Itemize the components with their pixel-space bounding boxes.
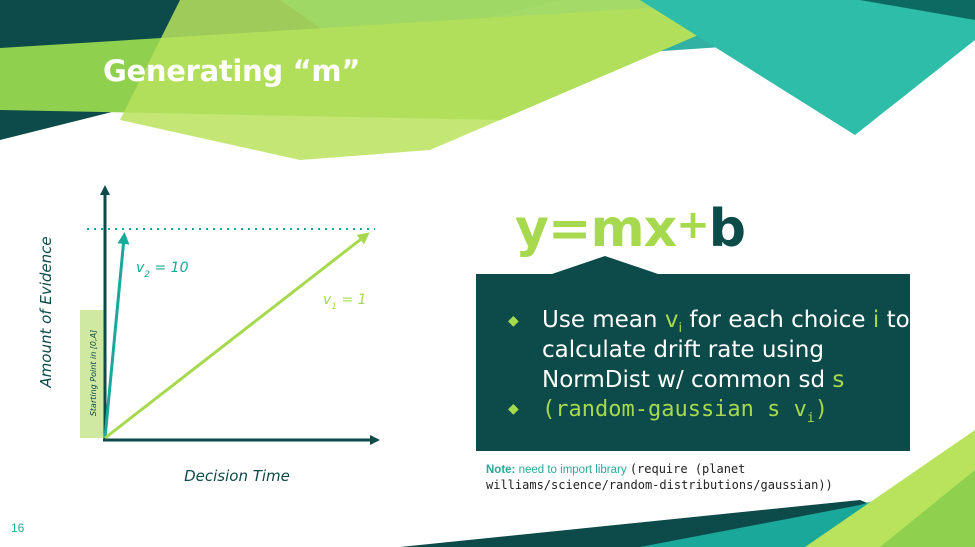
callout-notch	[549, 256, 661, 275]
bg-bottom-lime2-shape	[880, 470, 975, 547]
starting-point-label: Starting Point in [0,A]	[89, 330, 98, 416]
callout-box	[476, 274, 910, 451]
bg-right-teal-shape	[640, 0, 975, 135]
bullet-diamond-icon: ◆	[508, 312, 519, 328]
slide-title: Generating “m”	[103, 54, 361, 88]
bullet-diamond-icon: ◆	[508, 400, 519, 416]
bullet2-code: (random-gaussian s vi)	[542, 397, 828, 426]
x-axis-label: Decision Time	[184, 467, 290, 485]
bullet1-line3: NormDist w/ common sd s	[542, 367, 845, 393]
v2-label: v2 = 10	[136, 260, 189, 280]
bullet1-line2: calculate drift rate using	[542, 337, 824, 363]
page-number: 16	[11, 521, 25, 535]
bullet1-line1: Use mean vi for each choice i to	[542, 307, 910, 336]
v2-drift-arrow	[103, 232, 130, 439]
y-axis-label: Amount of Evidence	[37, 236, 55, 388]
import-note: Note: need to import library (require (p…	[486, 462, 833, 492]
v1-label: v1 = 1	[323, 292, 367, 312]
starting-point-region	[80, 310, 104, 438]
bg-light-lime-shape	[120, 0, 780, 160]
v1-drift-arrow	[104, 232, 370, 440]
bg-right-dark-shape	[860, 0, 975, 20]
equation: y=mx+b	[515, 199, 746, 259]
